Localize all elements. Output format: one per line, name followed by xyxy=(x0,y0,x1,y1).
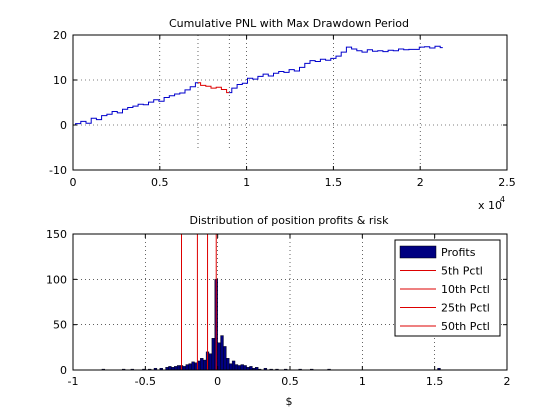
x-tick-label: -1 xyxy=(68,375,79,388)
histogram-title: Distribution of position profits & risk xyxy=(189,214,389,227)
histogram-percentile-lines xyxy=(181,234,217,370)
pnl-chart-grid xyxy=(73,35,507,170)
histogram-bar xyxy=(208,353,213,371)
x-tick-label: 1 xyxy=(243,176,250,189)
x-tick-label: 1.5 xyxy=(426,375,444,388)
histogram-bar xyxy=(243,365,247,371)
histogram-bar xyxy=(220,335,224,371)
histogram-bar xyxy=(191,361,195,371)
histogram-bar xyxy=(211,338,215,371)
histogram-bar xyxy=(229,363,233,371)
histogram-bar xyxy=(185,364,189,371)
x-tick-label: 0 xyxy=(214,375,221,388)
histogram-ticks: -1 -0.5 0 0.5 1 1.5 2 0 50 100 150 xyxy=(46,228,511,388)
histogram-bar xyxy=(226,358,230,371)
y-tick-label: 20 xyxy=(53,29,67,42)
legend-swatch-profits xyxy=(399,245,437,259)
histogram-bar xyxy=(240,364,244,371)
x-tick-label: 0 xyxy=(70,176,77,189)
histogram-bar xyxy=(217,342,221,371)
x-tick-label: 1.5 xyxy=(325,176,343,189)
histogram-bar xyxy=(234,364,239,371)
pnl-x-exponent-power: 4 xyxy=(500,195,505,204)
y-tick-label: 150 xyxy=(46,228,67,241)
y-tick-label: 10 xyxy=(53,74,67,87)
pnl-chart-axes-box xyxy=(72,34,508,171)
pnl-chart: Cumulative PNL with Max Drawdown Period … xyxy=(49,17,516,212)
pnl-chart-series xyxy=(73,45,443,126)
y-tick-label: 100 xyxy=(46,273,67,286)
y-tick-label: 0 xyxy=(60,364,67,377)
histogram-bar xyxy=(202,359,207,371)
histogram-bar xyxy=(237,365,242,371)
y-tick-label: 0 xyxy=(60,119,67,132)
histogram-bar xyxy=(223,346,227,371)
legend-label: 10th Pctl xyxy=(441,283,490,296)
histogram-legend: Profits 5th Pctl 10th Pctl 25th Pctl 50th Pc… xyxy=(394,239,501,337)
histogram-bar xyxy=(176,365,181,371)
histogram-bar xyxy=(174,366,178,371)
x-tick-label: 2 xyxy=(417,176,424,189)
x-tick-label: 1 xyxy=(359,375,366,388)
histogram-x-label: $ xyxy=(286,395,293,408)
x-tick-label: -0.5 xyxy=(135,375,156,388)
profits-histogram: Distribution of position profits & risk … xyxy=(46,214,511,408)
pnl-series-line xyxy=(229,45,443,94)
histogram-bar xyxy=(200,358,204,371)
x-tick-label: 2.5 xyxy=(498,176,516,189)
x-tick-label: 0.5 xyxy=(281,375,299,388)
pnl-chart-title: Cumulative PNL with Max Drawdown Period xyxy=(169,17,409,30)
x-tick-label: 0.5 xyxy=(151,176,169,189)
histogram-bar xyxy=(188,363,192,371)
pnl-series-line xyxy=(73,82,198,126)
y-tick-label: 50 xyxy=(53,319,67,332)
pnl-x-exponent: x 10 xyxy=(478,199,502,212)
legend-label: 25th Pctl xyxy=(441,302,490,315)
histogram-bar xyxy=(249,366,253,371)
legend-label: 5th Pctl xyxy=(441,265,483,278)
x-tick-label: 2 xyxy=(504,375,511,388)
histogram-bar xyxy=(168,366,172,371)
y-tick-label: -10 xyxy=(49,164,67,177)
histogram-bar xyxy=(231,360,236,371)
legend-label: Profits xyxy=(441,246,476,259)
max-drawdown-series-line xyxy=(198,82,230,94)
legend-label: 50th Pctl xyxy=(441,320,490,333)
histogram-bar xyxy=(182,366,187,371)
